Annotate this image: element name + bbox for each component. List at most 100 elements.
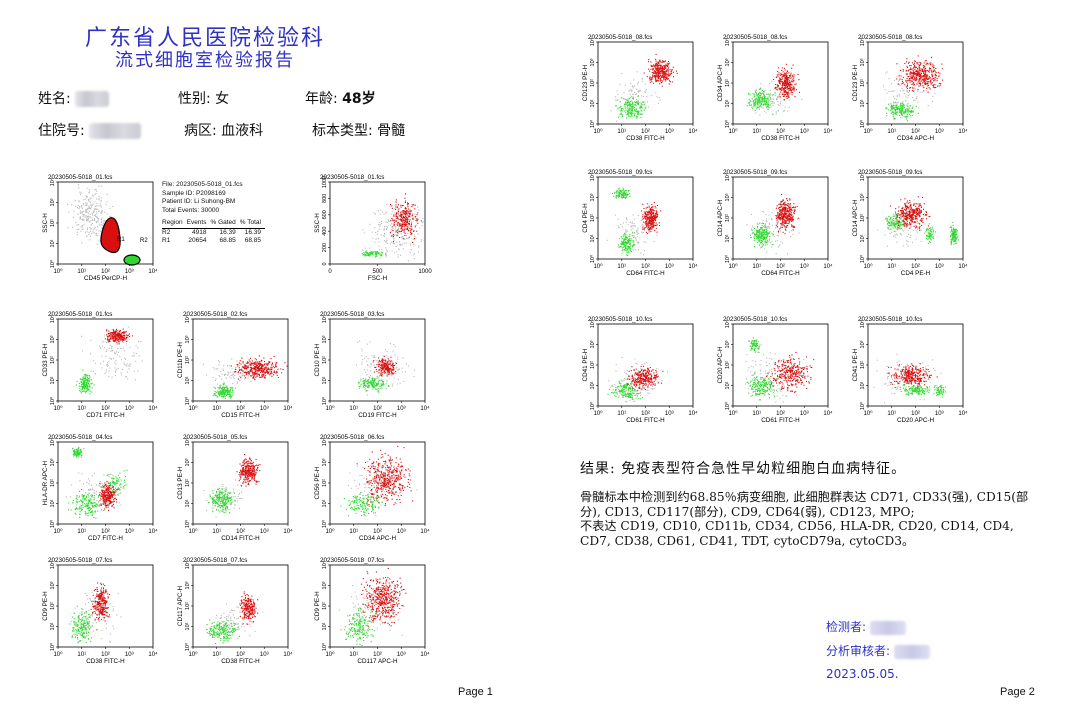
y-tick-label: 10² <box>50 356 56 364</box>
x-tick-label: 10³ <box>260 652 269 658</box>
event-cloud-gray <box>347 459 418 517</box>
y-tick-label: 10³ <box>322 458 328 466</box>
redacted-tester <box>869 620 906 635</box>
plot-title: 20230505-5018_07.fcs <box>183 557 247 564</box>
x-tick-label: 10¹ <box>77 406 86 412</box>
y-tick-label: 10² <box>50 479 56 487</box>
plot-title: 20230505-5018_04.fcs <box>48 434 112 441</box>
y-tick-label: 10² <box>185 602 191 610</box>
x-tick-label: 10⁴ <box>420 651 430 658</box>
plot-title: 20230505-5018_10.fcs <box>588 316 652 323</box>
scatter-plot-cd38-cd34: 20230505-5018_08.fcs 10⁰ 10¹ 10² 10³ 10⁴ 10⁰ 10… <box>715 30 840 142</box>
table-row: R2 4918 16.39 16.39 <box>162 228 265 237</box>
y-tick-label: 10² <box>725 214 731 222</box>
y-tick-label: 10² <box>860 361 866 369</box>
inpatient-number: 住院号: <box>38 120 142 140</box>
x-tick-label: 10² <box>101 652 110 658</box>
event-cloud-green <box>340 487 383 517</box>
y-tick-label: 10¹ <box>50 239 56 247</box>
y-tick-label: 10⁰ <box>49 519 56 528</box>
event-cloud-red <box>775 193 800 235</box>
x-tick-label: 10⁰ <box>593 263 603 270</box>
event-cloud-red <box>766 351 815 393</box>
y-tick-label: 10¹ <box>322 499 328 507</box>
x-tick-label: 10⁴ <box>958 263 968 270</box>
x-axis-label: CD4 PE-H <box>901 270 931 277</box>
tester-signature: 检测者: <box>826 618 906 635</box>
x-tick-label: 10¹ <box>887 411 896 417</box>
x-tick-label: 10³ <box>125 652 134 658</box>
x-axis-label: CD117 APC-H <box>357 658 398 665</box>
scatter-svg: 20230505-5018_07.fcs 10⁰ 10¹ 10² 10³ 10⁴ 10⁰ 10… <box>177 557 293 665</box>
y-tick-label: 10⁰ <box>49 259 56 268</box>
x-tick-label: 10³ <box>800 411 809 417</box>
x-tick-label: 10¹ <box>617 411 626 417</box>
x-axis-label: CD71 FITC-H <box>86 412 125 419</box>
non-expressed-markers: 不表达 CD19, CD10, CD11b, CD34, CD56, HLA-D… <box>580 519 1014 548</box>
y-tick-label: 10¹ <box>590 99 596 107</box>
x-tick-label: 10⁰ <box>188 528 198 535</box>
y-tick-label: 10⁰ <box>724 254 731 263</box>
plot-title: 20230505-5018_01.fcs <box>48 311 112 318</box>
x-tick-label: 10² <box>236 529 245 535</box>
x-tick-label: 10⁰ <box>728 410 738 417</box>
scatter-svg: 20230505-5018_01.fcs 10⁰ 10¹ 10² 10³ 10⁴ 10⁰ 10… <box>42 311 158 419</box>
x-tick-label: 10⁴ <box>148 651 158 658</box>
event-cloud-gray <box>606 214 658 256</box>
y-axis-label: CD13 PE-H <box>177 466 184 499</box>
event-cloud-red <box>373 355 397 377</box>
x-axis-label: CD38 FITC-H <box>221 658 260 665</box>
stats-total-events: Total Events: 30000 <box>162 206 220 214</box>
y-tick-label: 10¹ <box>185 376 191 384</box>
y-axis-label: CD117 APC-H <box>177 585 184 626</box>
scatter-plot-cd34-cd56: 20230505-5018_06.fcs 10⁰ 10¹ 10² 10³ 10⁴ 10⁰ 10… <box>312 430 437 542</box>
x-tick-label: 10³ <box>665 264 674 270</box>
x-tick-label: 10⁴ <box>148 528 158 535</box>
y-axis-label: CD123 PE-H <box>582 64 589 101</box>
redacted-reviewer <box>893 644 930 659</box>
event-cloud-green <box>69 605 98 644</box>
y-tick-label: 10⁴ <box>859 172 866 181</box>
event-cloud-green <box>746 87 775 115</box>
cell: 68.85 <box>219 237 236 244</box>
x-tick-label: 10⁴ <box>148 268 158 275</box>
y-tick-label: 10⁰ <box>321 396 328 405</box>
x-tick-label: 10³ <box>397 406 406 412</box>
x-tick-label: 10³ <box>260 529 269 535</box>
y-tick-label: 10³ <box>185 335 191 343</box>
x-tick-label: 1000 <box>418 269 432 275</box>
x-tick-label: 10⁴ <box>420 528 430 535</box>
scatter-plot-cd38-cd123: 20230505-5018_08.fcs 10⁰ 10¹ 10² 10³ 10⁴ 10⁰ 10… <box>580 30 705 142</box>
x-tick-label: 10⁴ <box>688 263 698 270</box>
x-axis-label: CD38 FITC-H <box>86 658 125 665</box>
y-tick-label: 10³ <box>860 340 866 348</box>
x-tick-label: 10³ <box>260 406 269 412</box>
cell: R1 <box>162 237 171 244</box>
y-tick-label: 400 <box>322 227 328 236</box>
x-tick-label: 10³ <box>935 264 944 270</box>
x-tick-label: 10² <box>373 529 382 535</box>
event-cloud-red <box>389 193 422 243</box>
event-cloud-red <box>360 567 407 627</box>
y-tick-label: 10³ <box>185 581 191 589</box>
scatter-svg: 20230505-5018_10.fcs 10⁰ 10¹ 10² 10³ 10⁴ 10⁰ 10… <box>852 316 968 424</box>
name-label: 姓名: <box>38 91 71 107</box>
cell: 68.85 <box>244 237 261 244</box>
y-tick-label: 10³ <box>590 193 596 201</box>
y-tick-label: 10⁰ <box>184 642 191 651</box>
x-tick-label: 10¹ <box>77 269 86 275</box>
y-tick-label: 10⁰ <box>321 642 328 651</box>
x-axis-label: CD34 APC-H <box>897 135 935 142</box>
y-axis-label: CD34 APC-H <box>717 64 724 102</box>
y-tick-label: 10³ <box>322 581 328 589</box>
scatter-plot-cd61-cd20: 20230505-5018_10.fcs 10⁰ 10¹ 10² 10³ 10⁴ 10⁰ 10… <box>715 312 840 424</box>
y-tick-label: 10¹ <box>590 381 596 389</box>
y-tick-label: 10¹ <box>185 622 191 630</box>
y-axis-label: CD41 PE-H <box>852 348 859 381</box>
y-tick-label: 10⁴ <box>184 314 191 323</box>
x-tick-label: 10¹ <box>752 264 761 270</box>
event-cloud-red <box>627 365 664 391</box>
y-tick-label: 10⁰ <box>589 401 596 410</box>
y-tick-label: 10² <box>860 79 866 87</box>
conclusion-title: 结果: 免疫表型符合急性早幼粒细胞白血病特征。 <box>580 461 907 477</box>
